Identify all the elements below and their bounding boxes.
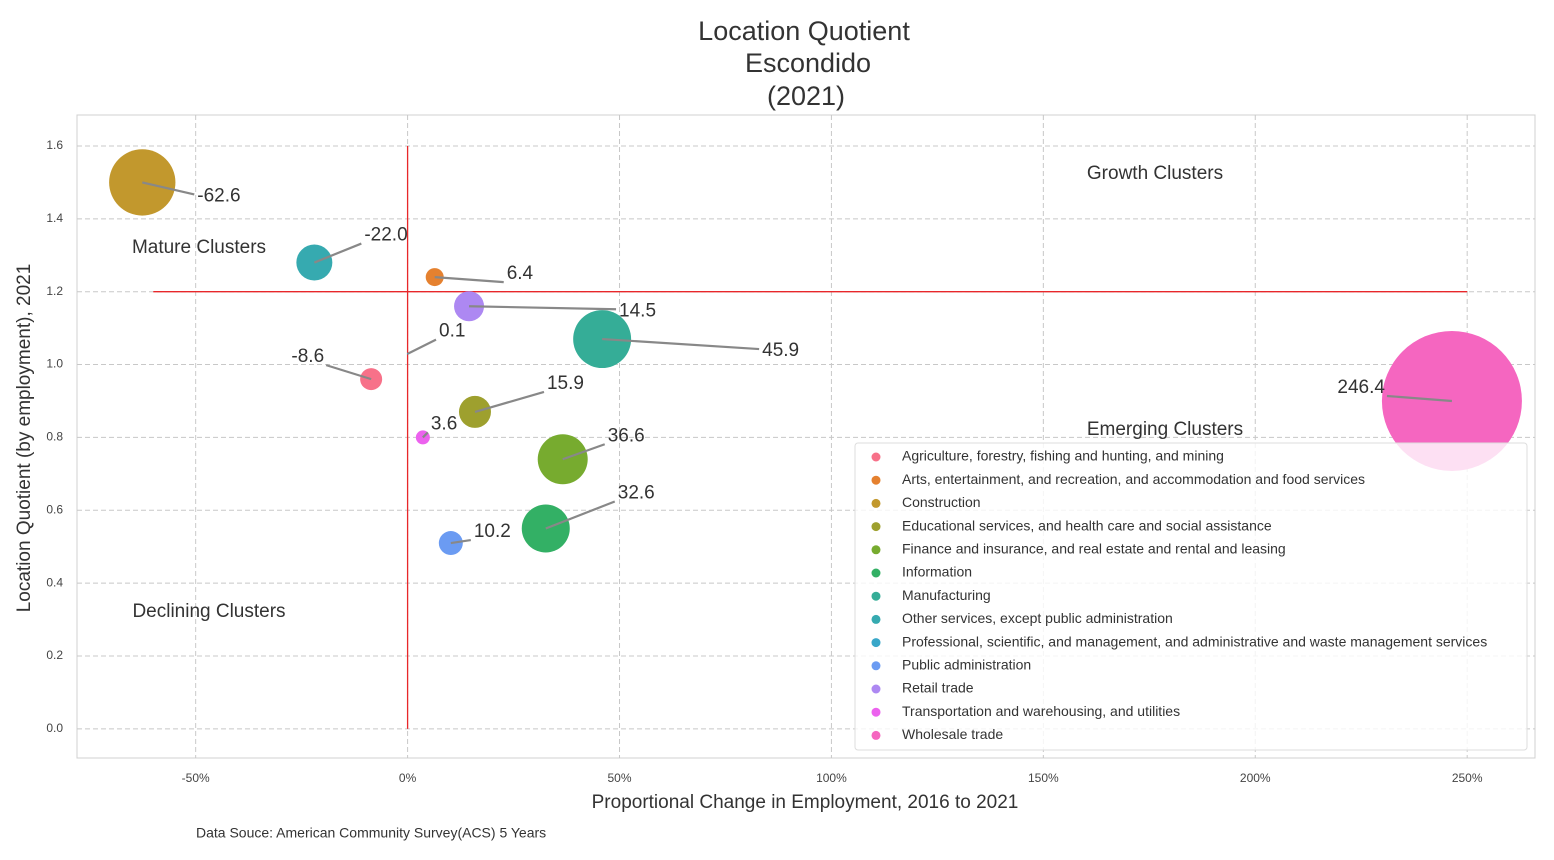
x-tick-label: 150% — [1028, 771, 1059, 785]
y-tick-label: 1.4 — [46, 211, 63, 225]
x-tick-label: 0% — [399, 771, 417, 785]
legend-marker — [871, 707, 881, 717]
x-tick-label: 50% — [607, 771, 631, 785]
legend-marker — [871, 614, 881, 624]
label-leader — [450, 538, 471, 545]
source-note: Data Souce: American Community Survey(AC… — [196, 825, 546, 841]
chart-title: Location Quotient Escondido (2021) — [698, 16, 910, 111]
y-tick-label: 0.8 — [46, 430, 63, 444]
legend-label: Information — [902, 564, 972, 580]
x-axis-label: Proportional Change in Employment, 2016 … — [592, 792, 1019, 813]
y-axis-label: Location Quotient (by employment), 2021 — [14, 264, 35, 613]
legend-label: Wholesale trade — [902, 726, 1003, 742]
legend-marker — [871, 522, 881, 532]
data-label: 10.2 — [474, 521, 511, 542]
quadrant-label: Declining Clusters — [132, 601, 285, 622]
x-tick-label: -50% — [182, 771, 210, 785]
y-tick-label: 0.6 — [46, 502, 63, 516]
legend-marker — [871, 684, 881, 694]
legend-label: Public administration — [902, 657, 1031, 673]
label-leader — [422, 431, 429, 439]
data-label: 14.5 — [619, 300, 656, 321]
legend-label: Agriculture, forestry, fishing and hunti… — [902, 448, 1224, 464]
label-leader — [407, 338, 437, 355]
legend: Agriculture, forestry, fishing and hunti… — [854, 442, 1528, 751]
quadrant-label: Emerging Clusters — [1087, 419, 1243, 440]
y-tick-label: 0.2 — [46, 648, 63, 662]
data-label: 45.9 — [762, 340, 799, 361]
legend-marker — [871, 730, 881, 740]
y-tick-label: 0.0 — [46, 721, 63, 735]
label-leader — [545, 500, 616, 530]
legend-label: Transportation and warehousing, and util… — [902, 703, 1180, 719]
legend-label: Finance and insurance, and real estate a… — [902, 541, 1286, 557]
label-leader — [313, 242, 362, 264]
data-label: 36.6 — [608, 425, 645, 446]
data-label: 15.9 — [547, 373, 584, 394]
legend-marker — [871, 568, 881, 578]
label-leader — [602, 337, 760, 351]
legend-marker — [871, 475, 881, 485]
data-label: 246.4 — [1337, 377, 1385, 398]
y-tick-label: 0.4 — [46, 575, 63, 589]
legend-marker — [871, 545, 881, 555]
label-leader — [142, 181, 195, 196]
y-tick-label: 1.6 — [46, 138, 63, 152]
label-leader — [562, 443, 606, 461]
title-line: (2021) — [767, 81, 845, 111]
data-label: 0.1 — [439, 321, 465, 342]
legend-marker — [871, 498, 881, 508]
legend-marker — [871, 661, 881, 671]
label-leader — [325, 364, 372, 381]
label-leader — [434, 276, 504, 284]
y-tick-label: 1.2 — [46, 284, 63, 298]
label-leader — [469, 305, 617, 311]
legend-label: Educational services, and health care an… — [902, 517, 1272, 533]
legend-box — [854, 442, 1528, 751]
x-tick-label: 250% — [1452, 771, 1483, 785]
label-leader — [1386, 394, 1453, 403]
quadrant-label: Mature Clusters — [132, 237, 266, 258]
data-label: 3.6 — [431, 413, 457, 434]
legend-marker — [871, 452, 881, 462]
x-tick-label: 100% — [816, 771, 847, 785]
data-label: 32.6 — [618, 483, 655, 504]
title-line: Location Quotient — [698, 16, 910, 46]
data-label: -8.6 — [291, 346, 324, 367]
label-leader — [474, 390, 545, 413]
y-tick-label: 1.0 — [46, 357, 63, 371]
legend-label: Professional, scientific, and management… — [902, 633, 1487, 649]
data-label: 6.4 — [507, 263, 534, 284]
legend-label: Arts, entertainment, and recreation, and… — [902, 471, 1365, 487]
legend-label: Manufacturing — [902, 587, 991, 603]
legend-marker — [871, 591, 881, 601]
quadrant-label: Growth Clusters — [1087, 163, 1223, 184]
title-line: Escondido — [745, 48, 871, 78]
x-tick-label: 200% — [1240, 771, 1271, 785]
legend-label: Retail trade — [902, 680, 974, 696]
legend-label: Construction — [902, 494, 981, 510]
data-label: -22.0 — [364, 225, 407, 246]
legend-marker — [871, 638, 881, 648]
legend-label: Other services, except public administra… — [902, 610, 1173, 626]
data-label: -62.6 — [197, 185, 240, 206]
